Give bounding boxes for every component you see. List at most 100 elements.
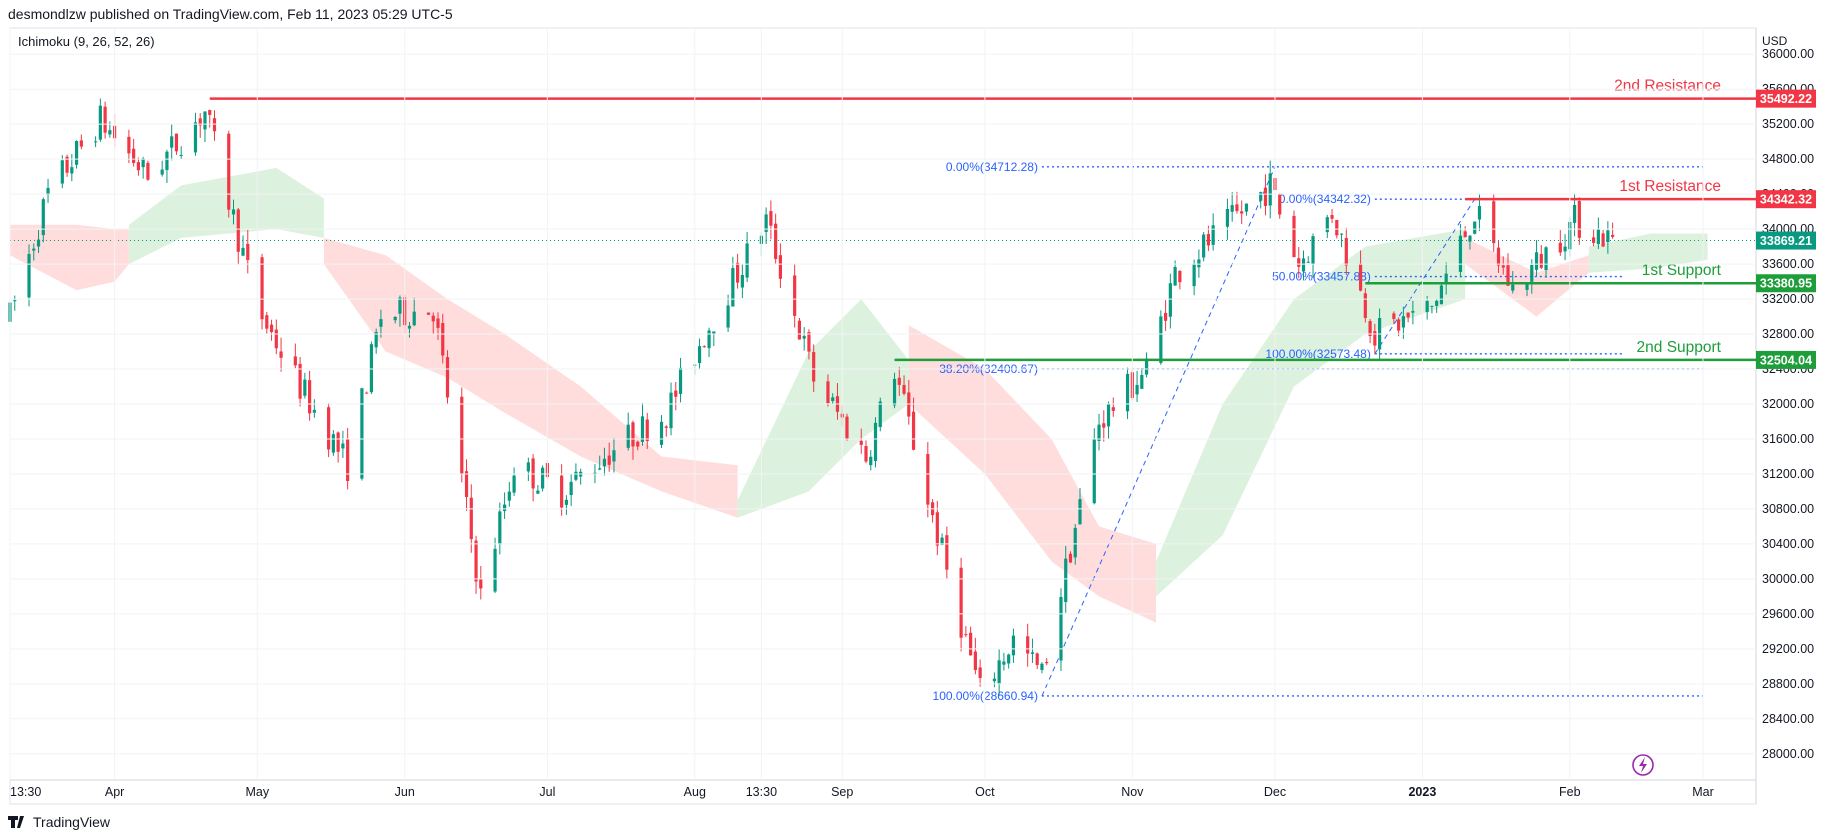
candle-body [360, 388, 364, 479]
candle-body [512, 475, 516, 493]
support-price-badge-text: 32504.04 [1760, 353, 1812, 367]
candle-body [460, 396, 464, 474]
ichimoku-cloud-bull [1156, 229, 1466, 597]
price-tick-label: 34800.00 [1762, 152, 1814, 166]
candle-body [1563, 246, 1567, 252]
candle-body [336, 432, 340, 452]
candle-body [574, 471, 578, 480]
candle-body [1092, 438, 1096, 504]
candle-body [94, 141, 98, 143]
candle-body [174, 133, 179, 152]
candle-body [674, 390, 678, 397]
candle-body [892, 378, 897, 406]
support-price-badge [1756, 350, 1816, 369]
support-price-badge-text: 33380.95 [1760, 277, 1812, 291]
candle-body [1430, 305, 1434, 307]
candle-body [1397, 319, 1401, 331]
candle-body [869, 456, 873, 466]
candle-body [1140, 374, 1144, 389]
candle-body [678, 367, 683, 394]
candle-body [279, 351, 283, 358]
candle-body [1206, 234, 1210, 246]
candle-body [560, 475, 564, 508]
candle-body [664, 426, 668, 428]
candle-body [645, 419, 649, 442]
time-tick-label: Dec [1264, 785, 1286, 799]
candle-body [246, 243, 250, 261]
candle-body [1330, 215, 1334, 219]
candle-body [441, 323, 445, 356]
candle-body [1392, 313, 1396, 319]
replay-button[interactable] [1632, 754, 1654, 776]
candle-body [265, 315, 269, 329]
time-tick-label: 13:30 [746, 785, 777, 799]
price-tick-label: 29200.00 [1762, 642, 1814, 656]
candle-body [1292, 215, 1296, 258]
price-badges: 35492.22 34342.32 33380.95 32504.04 33869.21 [1756, 89, 1816, 369]
fib-trend-line [1374, 198, 1476, 355]
candle-body [1468, 235, 1472, 242]
published-caption: desmondlzw published on TradingView.com,… [8, 6, 453, 22]
candle-body [1178, 270, 1182, 283]
fibonacci-retracements: 0.00%(34712.28)38.20%(32400.67)100.00%(2… [933, 160, 1703, 703]
candle-body [1572, 204, 1577, 223]
candle-body [845, 416, 849, 440]
ichimoku-cloud-bear [323, 237, 738, 518]
candle-body [1135, 384, 1139, 395]
candle-body [626, 424, 630, 448]
candle-body [1202, 234, 1206, 258]
candle-body [1463, 231, 1467, 238]
candle-body [740, 274, 744, 288]
time-tick-label: Mar [1692, 785, 1714, 799]
candle-body [992, 678, 996, 682]
candle-body [769, 211, 773, 226]
price-tick-label: 35200.00 [1762, 117, 1814, 131]
candle-body [712, 331, 716, 335]
candle-body [1363, 293, 1367, 318]
candle-body [303, 379, 307, 396]
candle-body [502, 504, 507, 512]
candle-body [1496, 247, 1501, 266]
candle-body [74, 141, 79, 165]
candle-body [1007, 654, 1011, 664]
candle-body [32, 248, 36, 251]
candle-body [412, 311, 416, 326]
candle-body [902, 384, 906, 394]
candle-body [127, 136, 131, 154]
candle-body [165, 151, 169, 171]
last-price-badge [1756, 231, 1816, 250]
candle-body [702, 346, 706, 348]
candle-body [1068, 553, 1073, 563]
candle-body [826, 381, 830, 404]
candle-body [1435, 300, 1439, 306]
candle-body [1159, 316, 1163, 363]
candle-body [474, 540, 478, 582]
candle-body [697, 346, 702, 364]
candle-body [1097, 424, 1101, 441]
candle-body [1040, 663, 1044, 670]
price-tick-label: 32000.00 [1762, 397, 1814, 411]
candle-body [807, 332, 811, 352]
candle-body [945, 535, 949, 570]
candle-body [1534, 252, 1539, 270]
candle-body [602, 458, 607, 467]
candle-body [1358, 263, 1363, 291]
candle-body [1297, 258, 1301, 267]
candle-body [997, 660, 1001, 684]
candle-body [669, 392, 673, 429]
candle-body [1530, 264, 1534, 282]
candle-body [398, 297, 402, 314]
candle-body [959, 567, 963, 638]
candle-body [793, 275, 797, 316]
time-tick-label: 13:30 [10, 785, 41, 799]
candle-body [464, 471, 469, 498]
tradingview-logo[interactable]: TradingView [8, 814, 111, 830]
candle-body [79, 140, 83, 147]
candle-body [231, 209, 236, 215]
candle-body [1596, 229, 1600, 245]
candle-body [1401, 316, 1405, 328]
candle-body [607, 455, 611, 465]
candle-body [1425, 301, 1429, 313]
